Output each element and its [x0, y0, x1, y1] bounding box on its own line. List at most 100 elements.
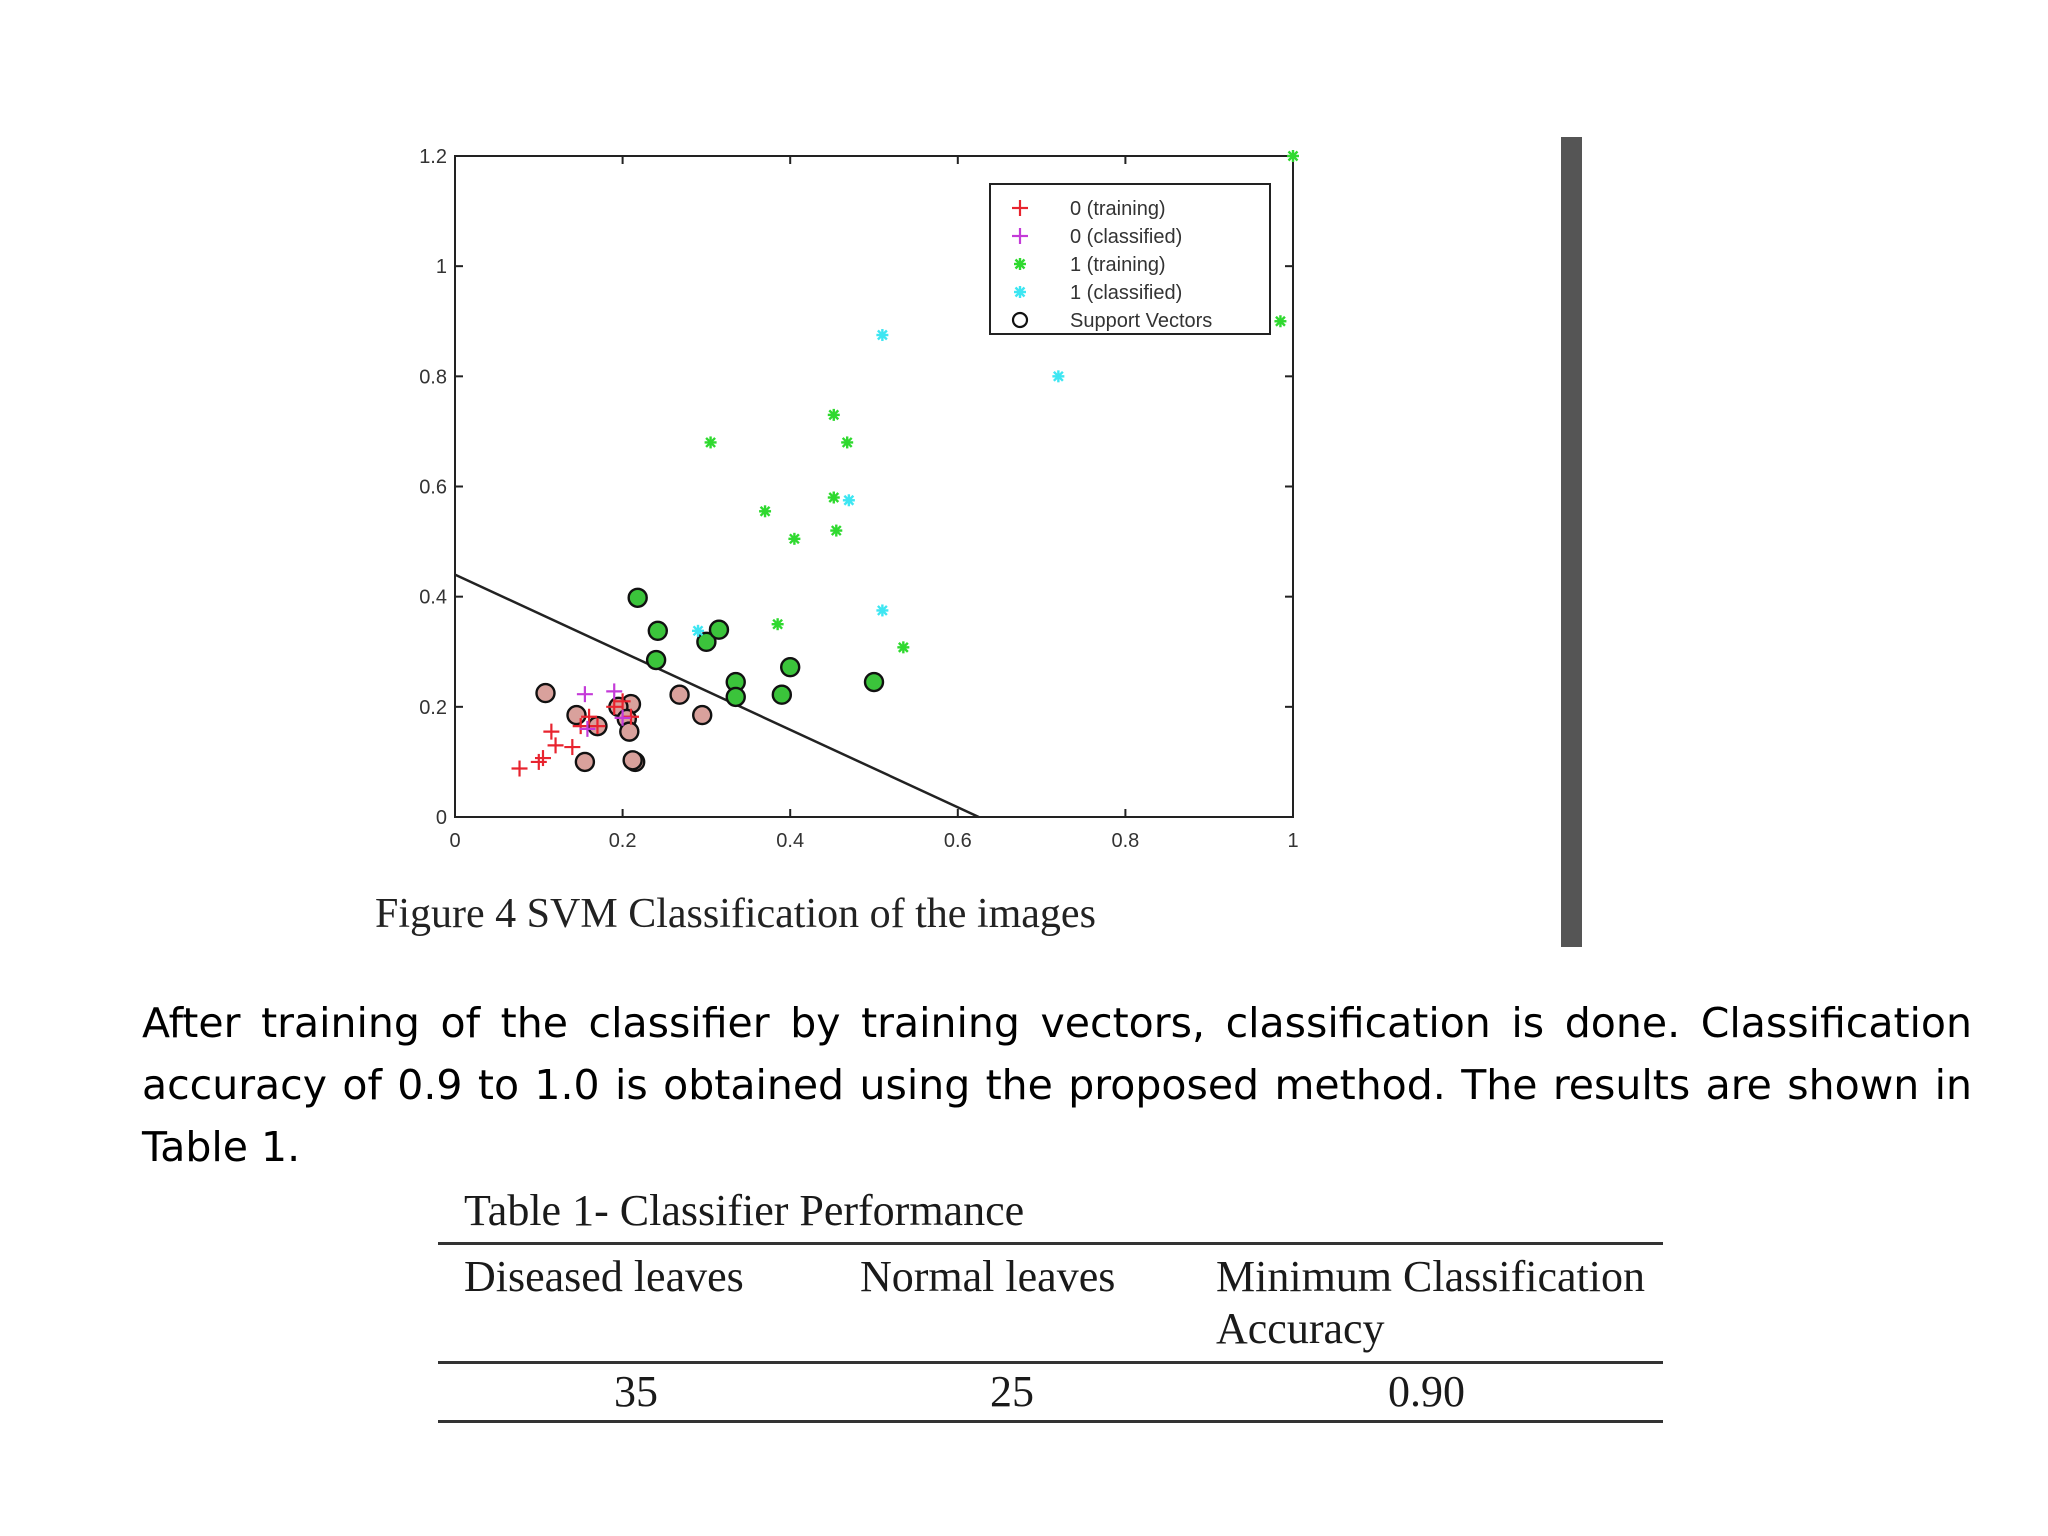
- vertical-divider-bar: [1561, 137, 1582, 947]
- support-vector-point: [574, 751, 596, 773]
- class1-training-point: [830, 524, 843, 537]
- star-marker-stroke: [759, 505, 771, 517]
- support-vector-circle: [645, 649, 667, 671]
- body-paragraph: After training of the classifier by trai…: [142, 992, 1972, 1178]
- star-marker-stroke: [772, 618, 783, 630]
- cell-normal-count: 25: [834, 1362, 1190, 1423]
- support-vector-point: [692, 704, 713, 726]
- table-header-row: Diseased leaves Normal leaves Minimum Cl…: [438, 1242, 1663, 1364]
- class0-training-point: [530, 753, 547, 770]
- support-vector-circle: [771, 684, 793, 705]
- legend-entry: 1 (classified): [1014, 282, 1182, 304]
- star-marker-stroke: [828, 492, 840, 503]
- performance-table-block: Table 1- Classifier Performance Diseased…: [438, 1180, 1663, 1423]
- support-vector-circle: [696, 631, 717, 653]
- svm-scatter-chart: 0 0.2 0.4 0.6 0.8 1 0 0.2 0.4 0.6 0.8 1 1.2 0 (train…: [419, 146, 1299, 850]
- support-vector-point: [535, 682, 556, 704]
- legend-entry: 0 (classified): [1012, 226, 1182, 248]
- cell-diseased-count: 35: [438, 1362, 834, 1423]
- star-marker-stroke: [830, 525, 842, 536]
- star-marker-stroke: [1275, 315, 1286, 327]
- cell-min-accuracy: 0.90: [1190, 1362, 1663, 1423]
- star-marker-stroke: [828, 409, 840, 421]
- support-vector-circle: [566, 704, 587, 726]
- support-vector-circle: [647, 620, 668, 642]
- support-vector-point: [696, 631, 717, 653]
- support-vector-circle: [863, 671, 885, 693]
- class0-training-point: [581, 708, 598, 725]
- legend-label: Support Vectors: [1070, 310, 1212, 332]
- support-vector-circle: [708, 619, 730, 640]
- class1-classified-point: [842, 494, 855, 507]
- class0-classified-point: [579, 720, 596, 737]
- support-vector-circle: [622, 750, 643, 771]
- class1-training-point: [841, 436, 854, 449]
- class1-training-point: [897, 641, 910, 654]
- class0-training-point: [622, 708, 639, 725]
- star-marker-stroke: [789, 533, 800, 545]
- x-tick-label: 0.2: [609, 830, 637, 850]
- support-vector-circle: [627, 587, 648, 608]
- star-marker-stroke: [877, 329, 888, 341]
- legend-circle-marker: [1011, 311, 1029, 329]
- legend-label: 1 (classified): [1070, 282, 1182, 304]
- star-marker-stroke: [877, 605, 888, 616]
- body-line-2: accuracy of 0.9 to 1.0 is obtained using…: [142, 1061, 1972, 1109]
- support-vector-point: [771, 684, 793, 705]
- class0-training-point: [543, 723, 560, 740]
- support-vector-point: [780, 656, 801, 678]
- support-vector-point: [708, 619, 730, 640]
- y-tick-label: 0.8: [419, 366, 447, 388]
- y-tick-label: 1.2: [419, 146, 447, 168]
- x-tick-label: 0: [449, 830, 460, 850]
- support-vector-point: [669, 684, 690, 705]
- y-tick-label: 0: [436, 807, 447, 829]
- class1-classified-point: [1052, 370, 1065, 383]
- legend-entry: 1 (training): [1014, 254, 1166, 276]
- support-vector-point: [647, 620, 668, 642]
- class1-training-point: [759, 505, 772, 518]
- class0-training-point: [606, 698, 623, 715]
- class1-classified-point: [692, 624, 705, 637]
- class0-training-point: [589, 718, 606, 735]
- star-marker-stroke: [1014, 286, 1026, 298]
- y-tick-label: 0.2: [419, 697, 447, 719]
- class1-classified-point: [876, 329, 889, 342]
- star-marker-stroke: [843, 494, 855, 506]
- class1-training-point: [1287, 150, 1299, 162]
- support-vector-point: [566, 704, 587, 726]
- legend: 0 (training) 0 (classified) 1 (training) 1 …: [989, 183, 1271, 335]
- y-tick-label: 1: [436, 256, 447, 278]
- class0-training-point: [534, 750, 551, 767]
- x-tick-label: 1: [1287, 830, 1298, 850]
- x-tick-label: 0.6: [944, 830, 972, 850]
- class0-classified-point: [606, 683, 623, 700]
- legend-label: 0 (training): [1070, 198, 1166, 220]
- star-marker-stroke: [705, 437, 716, 448]
- body-line-1: After training of the classifier by trai…: [142, 999, 1972, 1047]
- legend-box: [989, 183, 1271, 335]
- class1-training-point: [1274, 315, 1287, 328]
- y-tick-label: 0.4: [419, 587, 447, 609]
- support-vector-point: [863, 671, 885, 693]
- class0-training-point: [572, 718, 589, 735]
- star-marker-stroke: [1014, 258, 1026, 270]
- support-vector-circle: [619, 721, 640, 742]
- x-tick-label: 0.4: [776, 830, 804, 850]
- class0-training-point: [614, 693, 631, 710]
- class1-training-point: [827, 491, 840, 504]
- class1-training-point: [704, 436, 717, 449]
- class1-training-point: [827, 408, 840, 421]
- class1-training-point: [788, 532, 801, 545]
- support-vector-point: [627, 587, 648, 608]
- support-vector-point: [622, 750, 643, 771]
- performance-table: Diseased leaves Normal leaves Minimum Cl…: [438, 1242, 1663, 1423]
- class0-training-point: [511, 760, 528, 777]
- header-diseased-leaves: Diseased leaves: [438, 1242, 834, 1364]
- y-tick-label: 0.6: [419, 477, 447, 499]
- class0-training-point: [564, 739, 581, 756]
- decision-boundary-line: [454, 573, 980, 819]
- class1-classified-point: [876, 604, 889, 617]
- x-tick-label: 0.8: [1111, 830, 1139, 850]
